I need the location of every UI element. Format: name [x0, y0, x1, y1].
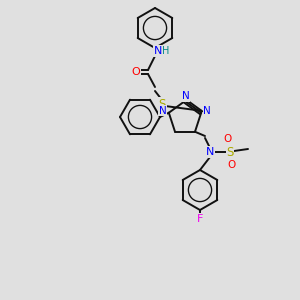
Text: O: O [224, 134, 232, 144]
Text: N: N [182, 91, 190, 101]
Text: O: O [228, 160, 236, 170]
Text: N: N [206, 147, 214, 157]
Text: H: H [162, 46, 170, 56]
Text: N: N [154, 46, 162, 56]
Text: O: O [132, 67, 140, 77]
Text: F: F [197, 214, 203, 224]
Text: N: N [203, 106, 211, 116]
Text: S: S [158, 98, 166, 110]
Text: N: N [159, 106, 167, 116]
Text: S: S [226, 146, 234, 158]
